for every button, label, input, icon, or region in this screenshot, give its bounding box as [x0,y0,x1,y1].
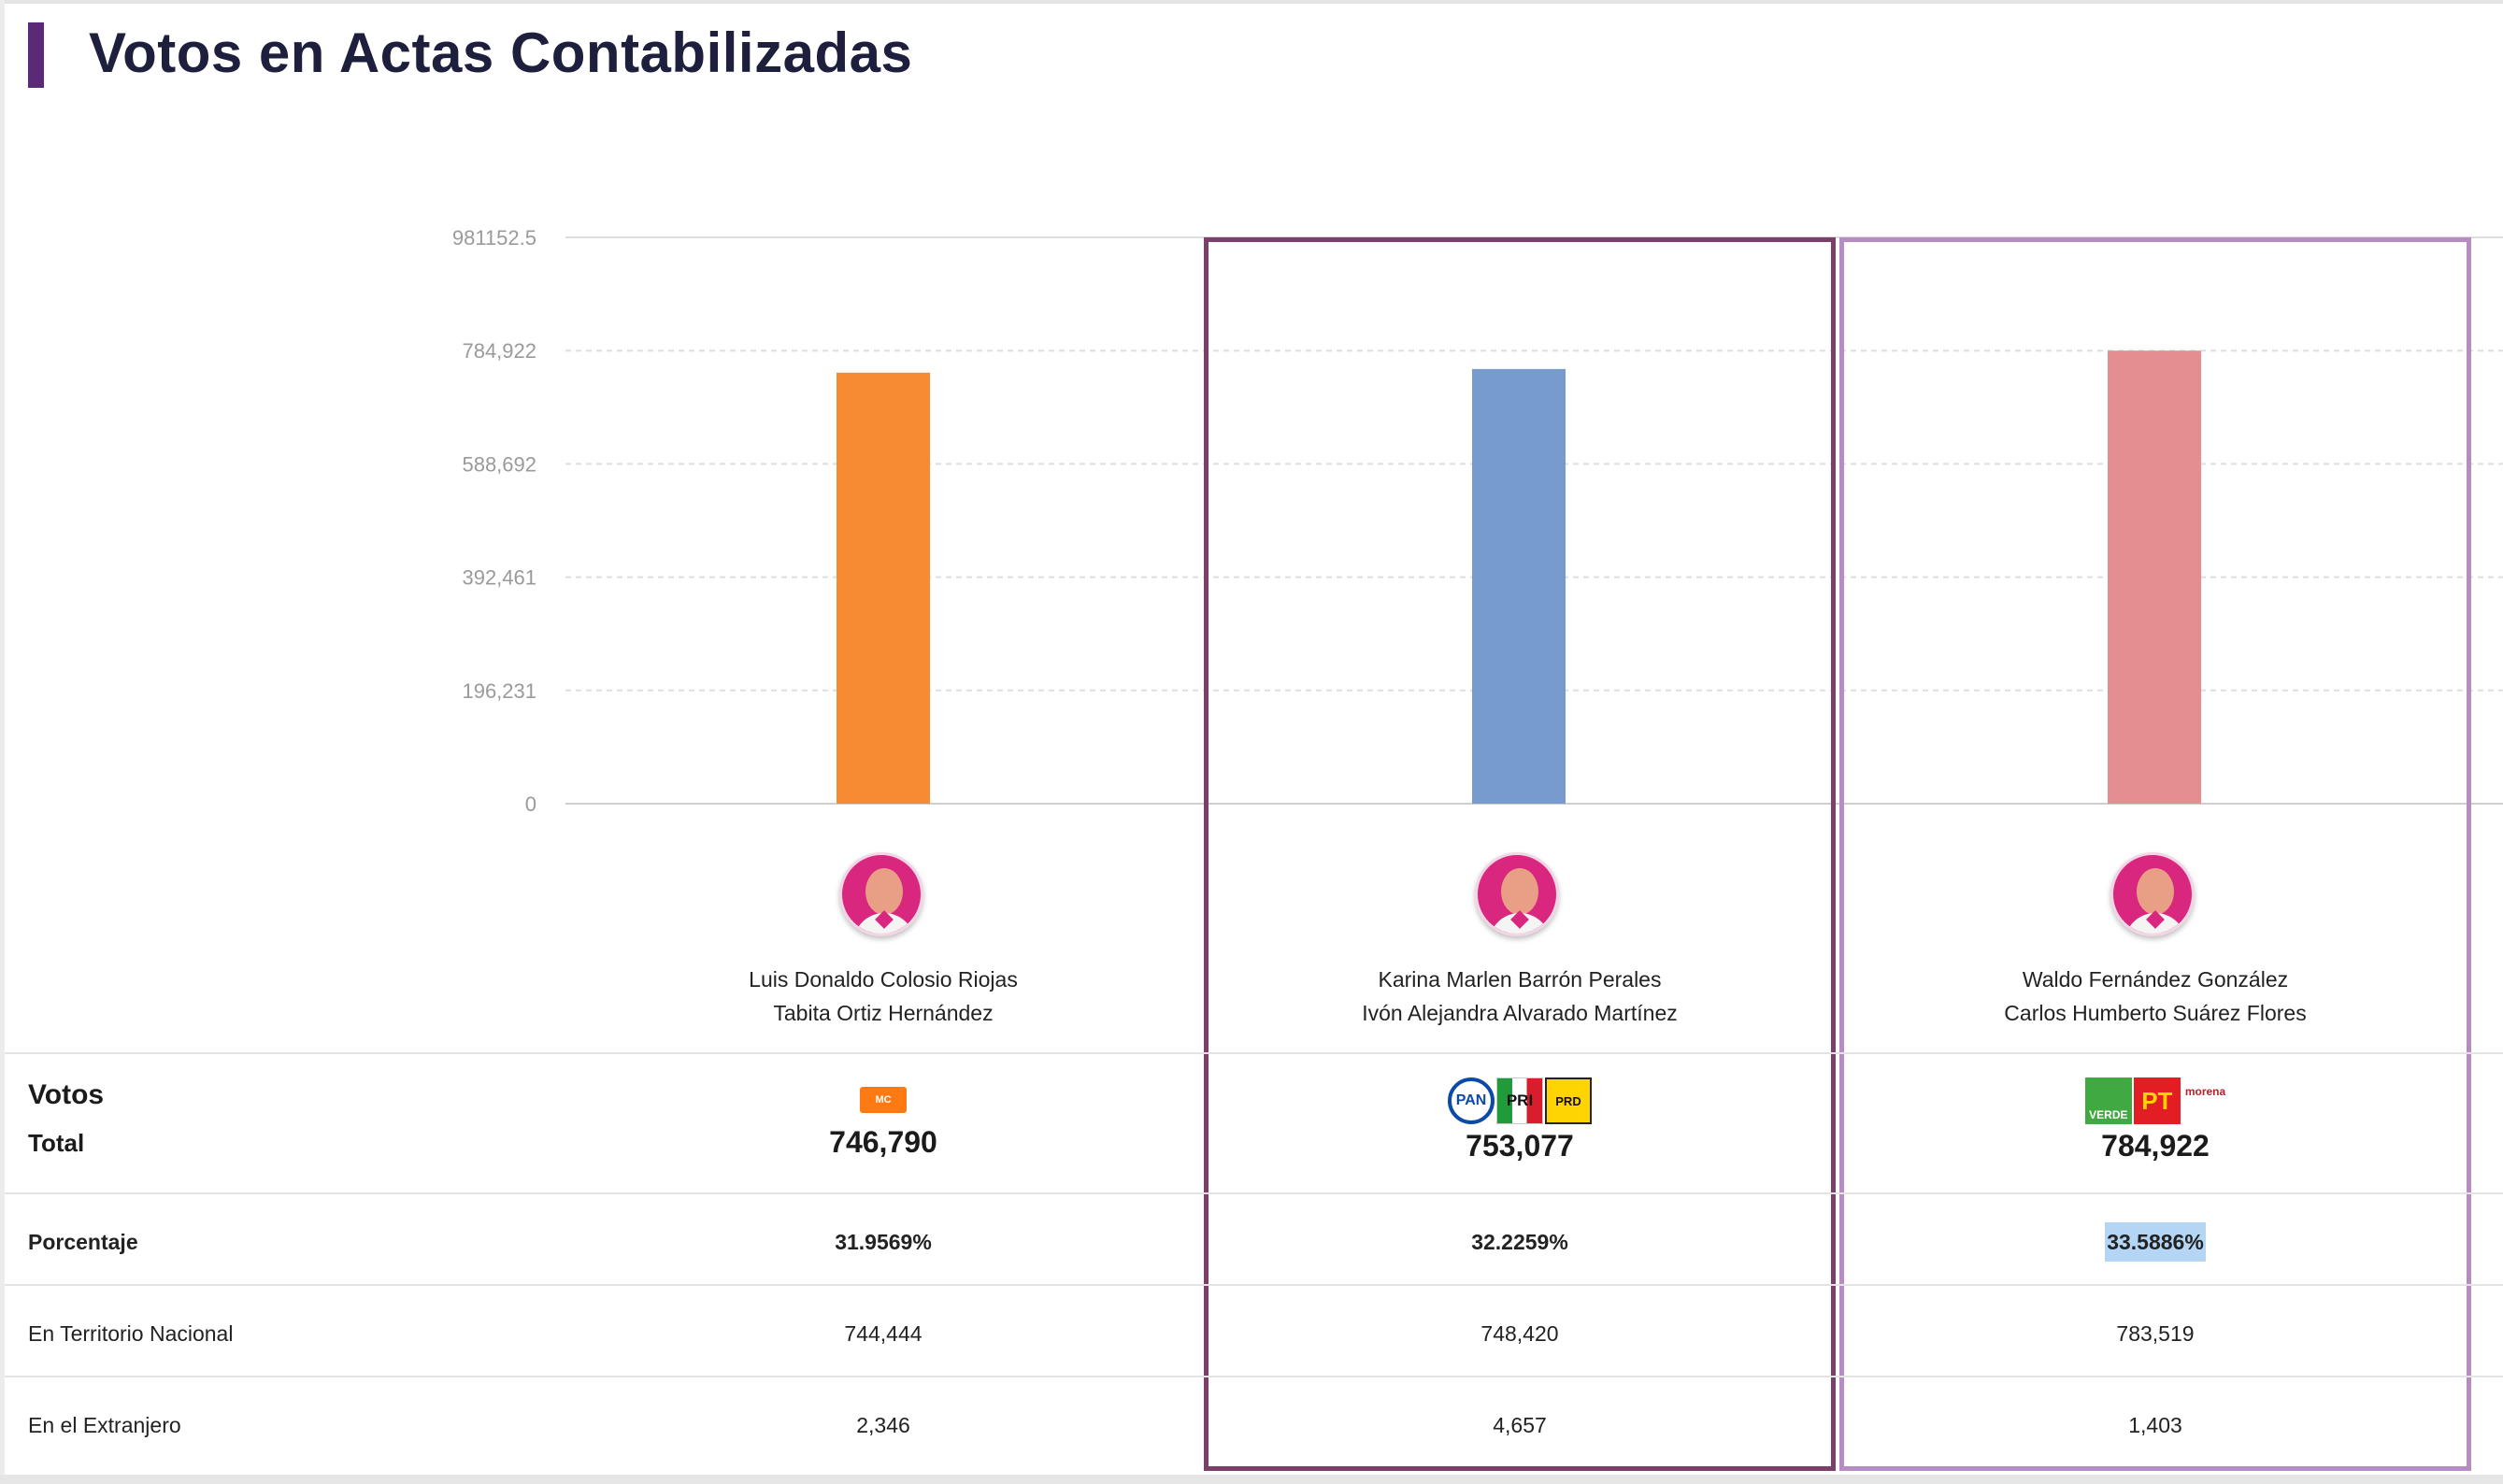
candidate-name-line2: Carlos Humberto Suárez Flores [2004,1001,2307,1025]
candidate-name-line2: Ivón Alejandra Alvarado Martínez [1362,1001,1678,1025]
extranjero-value: 1,403 [2128,1413,2182,1437]
bar[interactable] [1472,368,1566,804]
total-votes: 784,922 [2101,1129,2210,1163]
row-divider [5,1376,2503,1377]
porcentaje-value: 33.5886% [1838,1222,2473,1262]
porcentaje-value: 31.9569% [835,1230,932,1254]
avatar-icon [2110,852,2195,936]
bar[interactable] [837,372,930,804]
pan-logo-icon: PAN [1448,1077,1495,1124]
morena-logo-icon: morena [2184,1085,2226,1098]
candidate-name-line1: Waldo Fernández González [2022,967,2289,992]
row-divider [5,1052,2503,1054]
verde-logo-icon: VERDE [2084,1077,2132,1124]
left-border [0,0,5,1484]
y-tick-label: 392,461 [462,566,536,590]
territorio-value: 744,444 [844,1321,923,1346]
candidate-names: Waldo Fernández González Carlos Humberto… [1838,963,2473,1030]
candidate-names: Karina Marlen Barrón Perales Ivón Alejan… [1202,963,1838,1030]
bar[interactable] [2108,350,2201,804]
y-tick-label: 196,231 [462,679,536,703]
highlight-box-candidate-3 [1839,237,2471,1471]
territorio-value: 783,519 [2116,1321,2195,1346]
party-logos: VERDE PT morena [1838,1077,2473,1124]
total-votes: 746,790 [829,1125,937,1159]
highlight-box-candidate-2 [1204,237,1836,1471]
candidate-name-line1: Luis Donaldo Colosio Riojas [749,967,1018,992]
total-votes: 753,077 [1466,1129,1574,1163]
y-tick-label: 588,692 [462,452,536,476]
extranjero-value: 4,657 [1493,1413,1547,1437]
porcentaje-label: Porcentaje [28,1230,138,1254]
porcentaje-value: 32.2259% [1471,1230,1568,1254]
pri-logo-icon: PRI [1496,1077,1543,1124]
votos-label: Votos [28,1079,105,1110]
avatar-icon [1475,852,1559,936]
pt-logo-icon: PT [2133,1077,2181,1124]
candidate-names: Luis Donaldo Colosio Riojas Tabita Ortiz… [565,963,1201,1030]
party-logos: PAN PRI PRD [1202,1077,1838,1124]
bottom-border [0,1475,2503,1484]
selected-text-highlight[interactable]: 33.5886% [2105,1222,2206,1262]
extranjero-label: En el Extranjero [28,1413,181,1437]
total-label: Total [28,1129,85,1157]
party-logos: MC [565,1087,1201,1113]
movimiento-ciudadano-logo-icon: MC [860,1087,907,1113]
avatar-icon [839,852,923,936]
territorio-label: En Territorio Nacional [28,1321,234,1346]
page-title: Votos en Actas Contabilizadas [89,21,913,84]
top-border [0,0,2503,4]
territorio-value: 748,420 [1480,1321,1559,1346]
candidate-name-line1: Karina Marlen Barrón Perales [1378,967,1662,992]
y-tick-label: 784,922 [462,339,536,363]
row-divider [5,1192,2503,1194]
candidate-name-line2: Tabita Ortiz Hernández [773,1001,994,1025]
extranjero-value: 2,346 [856,1413,910,1437]
row-divider [5,1284,2503,1286]
prd-logo-icon: PRD [1545,1077,1592,1124]
y-tick-label: 981152.5 [452,226,536,250]
y-tick-label: 0 [525,792,536,816]
title-accent-bar [28,22,44,88]
